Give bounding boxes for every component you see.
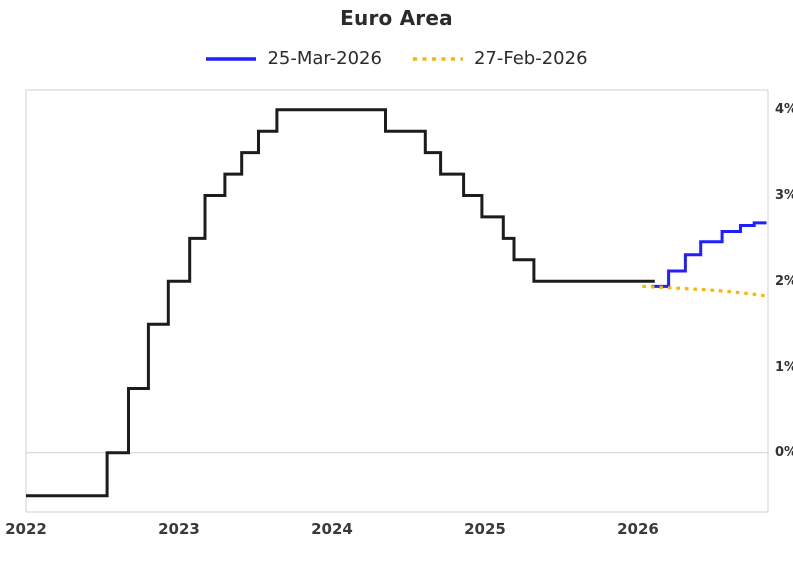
plot-border xyxy=(25,89,769,513)
legend-item-25-mar-2026: 25-Mar-2026 xyxy=(205,48,382,69)
legend-label-previous: 27-Feb-2026 xyxy=(473,48,588,69)
series-25-Mar-2026-forecast xyxy=(651,221,767,288)
dotted-line-swatch xyxy=(412,56,463,61)
solid-line-swatch xyxy=(206,56,257,61)
legend: 25-Mar-2026 27-Feb-2026 xyxy=(0,48,793,69)
series-27-Feb-2026-forecast xyxy=(642,284,767,298)
series-policy-rate-history xyxy=(26,108,655,498)
legend-item-27-feb-2026: 27-Feb-2026 xyxy=(412,48,588,69)
chart-title: Euro Area xyxy=(340,6,453,30)
legend-label-current: 25-Mar-2026 xyxy=(267,48,382,69)
